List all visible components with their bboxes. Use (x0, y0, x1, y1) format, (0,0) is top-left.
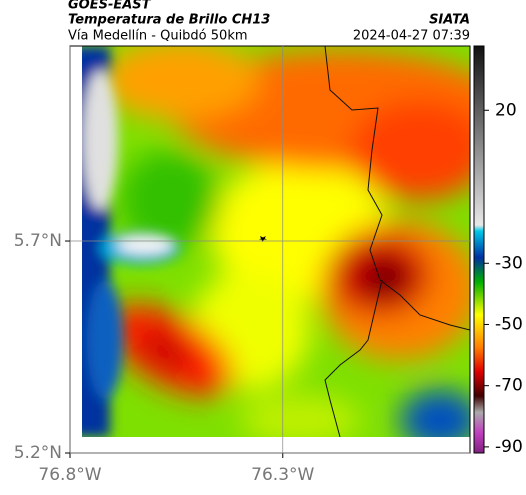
brightness-image (82, 46, 470, 437)
source: SIATA (429, 13, 470, 28)
colorbar-tick-label: -70 (495, 376, 523, 396)
colorbar (473, 45, 485, 454)
x-tick-label: 76.8°W (38, 465, 101, 485)
satellite: GOES-EAST (68, 0, 152, 13)
colorbar-tick-label: -50 (495, 314, 523, 334)
x-tick-label: 76.3°W (251, 465, 314, 485)
border-line (324, 46, 470, 437)
station-marker (259, 236, 267, 242)
y-tick-label: 5.2°N (14, 443, 62, 463)
datetime: 2024-04-27 07:39 (353, 29, 470, 44)
colorbar-tick-label: 20 (495, 100, 517, 120)
colorbar-tick-label: -90 (495, 437, 523, 457)
y-tick-label: 5.7°N (14, 231, 62, 251)
colorbar-tick-label: -30 (495, 253, 523, 273)
product: Temperatura de Brillo CH13 (68, 13, 270, 28)
route: Vía Medellín - Quibdó 50km (68, 29, 248, 44)
